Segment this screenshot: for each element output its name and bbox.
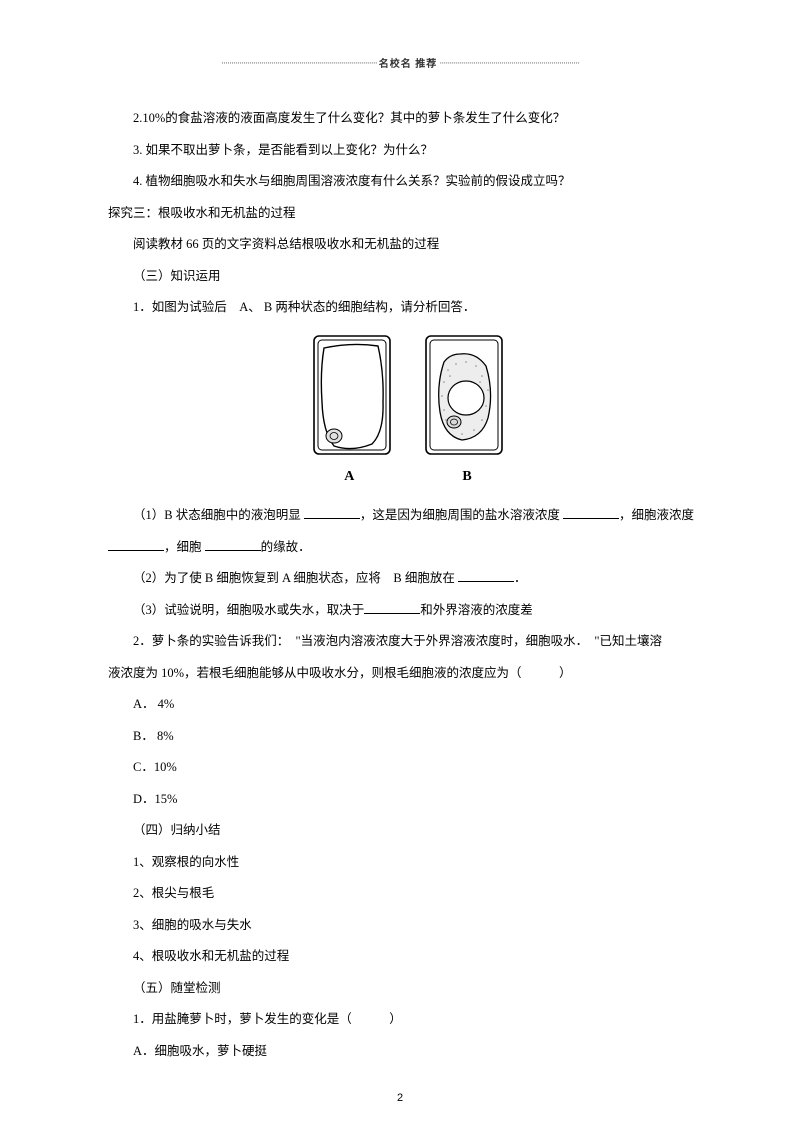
q2-line1: 2．萝卜条的实验告诉我们： "当液泡内溶液浓度大于外界溶液浓度时，细胞吸水． "…: [108, 628, 708, 656]
cell-b-diagram: [420, 332, 508, 458]
header-title: 名校名 推荐: [377, 55, 440, 70]
explore-3-title: 探究三：根吸收水和无机盐的过程: [108, 200, 708, 228]
page-header: ········································…: [0, 55, 800, 70]
q1-1-line1: （1）B 状态细胞中的液泡明显 ，这是因为细胞周围的盐水溶液浓度 ，细胞液浓度: [108, 502, 708, 530]
header-dots-left: ········································…: [221, 58, 377, 68]
blank-1: [304, 508, 360, 519]
section-3-title: （三）知识运用: [108, 263, 708, 291]
test-q1: 1．用盐腌萝卜时，萝卜发生的变化是（ ）: [108, 1006, 708, 1034]
section-4-title: （四）归纳小结: [108, 817, 708, 845]
question-2-10: 2.10%的食盐溶液的液面高度发生了什么变化？其中的萝卜条发生了什么变化？: [108, 105, 708, 133]
cell-a-diagram: [308, 332, 396, 458]
cell-figure: [108, 332, 708, 458]
q1-intro: 1．如图为试验后 A、 B 两种状态的细胞结构，请分析回答．: [108, 294, 708, 322]
blank-5: [458, 571, 514, 582]
option-b: B． 8%: [108, 723, 708, 751]
q1-1a: （1）B 状态细胞中的液泡明显: [133, 508, 304, 522]
blank-2: [563, 508, 619, 519]
read-66: 阅读教材 66 页的文字资料总结根吸收水和无机盐的过程: [108, 231, 708, 259]
summary-4: 4、根吸收水和无机盐的过程: [108, 943, 708, 971]
q1-2b: ．: [514, 571, 527, 585]
q1-3b: 和外界溶液的浓度差: [420, 603, 533, 617]
option-a: A． 4%: [108, 691, 708, 719]
blank-6: [364, 603, 420, 614]
q1-1-line2: ，细胞 的缘故．: [108, 534, 708, 562]
figure-label-a: A: [344, 462, 354, 493]
header-dots-right: ········································…: [439, 58, 579, 68]
question-4: 4. 植物细胞吸水和失水与细胞周围溶液浓度有什么关系？实验前的假设成立吗？: [108, 168, 708, 196]
page-content: 2.10%的食盐溶液的液面高度发生了什么变化？其中的萝卜条发生了什么变化？ 3.…: [108, 105, 708, 1069]
q1-3: （3）试验说明，细胞吸水或失水，取决于 和外界溶液的浓度差: [108, 597, 708, 625]
figure-labels: A B: [108, 462, 708, 493]
q1-1b: ，这是因为细胞周围的盐水溶液浓度: [360, 508, 563, 522]
q2-line2: 液浓度为 10%，若根毛细胞能够从中吸收水分，则根毛细胞液的浓度应为（ ）: [108, 660, 708, 688]
summary-3: 3、细胞的吸水与失水: [108, 912, 708, 940]
summary-1: 1、观察根的向水性: [108, 849, 708, 877]
option-c: C．10%: [108, 754, 708, 782]
section-5-title: （五）随堂检测: [108, 975, 708, 1003]
q1-1c: ，细胞液浓度: [619, 508, 694, 522]
figure-label-b: B: [462, 462, 471, 493]
q1-1e: 的缘故．: [261, 540, 311, 554]
q1-2: （2）为了使 B 细胞恢复到 A 细胞状态，应将 B 细胞放在 ．: [108, 565, 708, 593]
summary-2: 2、根尖与根毛: [108, 880, 708, 908]
blank-3: [108, 540, 164, 551]
blank-4: [205, 540, 261, 551]
option-d: D．15%: [108, 786, 708, 814]
q1-1d: ，细胞: [164, 540, 205, 554]
test-q1-option-a: A．细胞吸水，萝卜硬挺: [108, 1038, 708, 1066]
page-number: 2: [0, 1092, 800, 1104]
q1-2a: （2）为了使 B 细胞恢复到 A 细胞状态，应将 B 细胞放在: [133, 571, 458, 585]
question-3: 3. 如果不取出萝卜条，是否能看到以上变化？为什么？: [108, 137, 708, 165]
q1-3a: （3）试验说明，细胞吸水或失水，取决于: [133, 603, 364, 617]
